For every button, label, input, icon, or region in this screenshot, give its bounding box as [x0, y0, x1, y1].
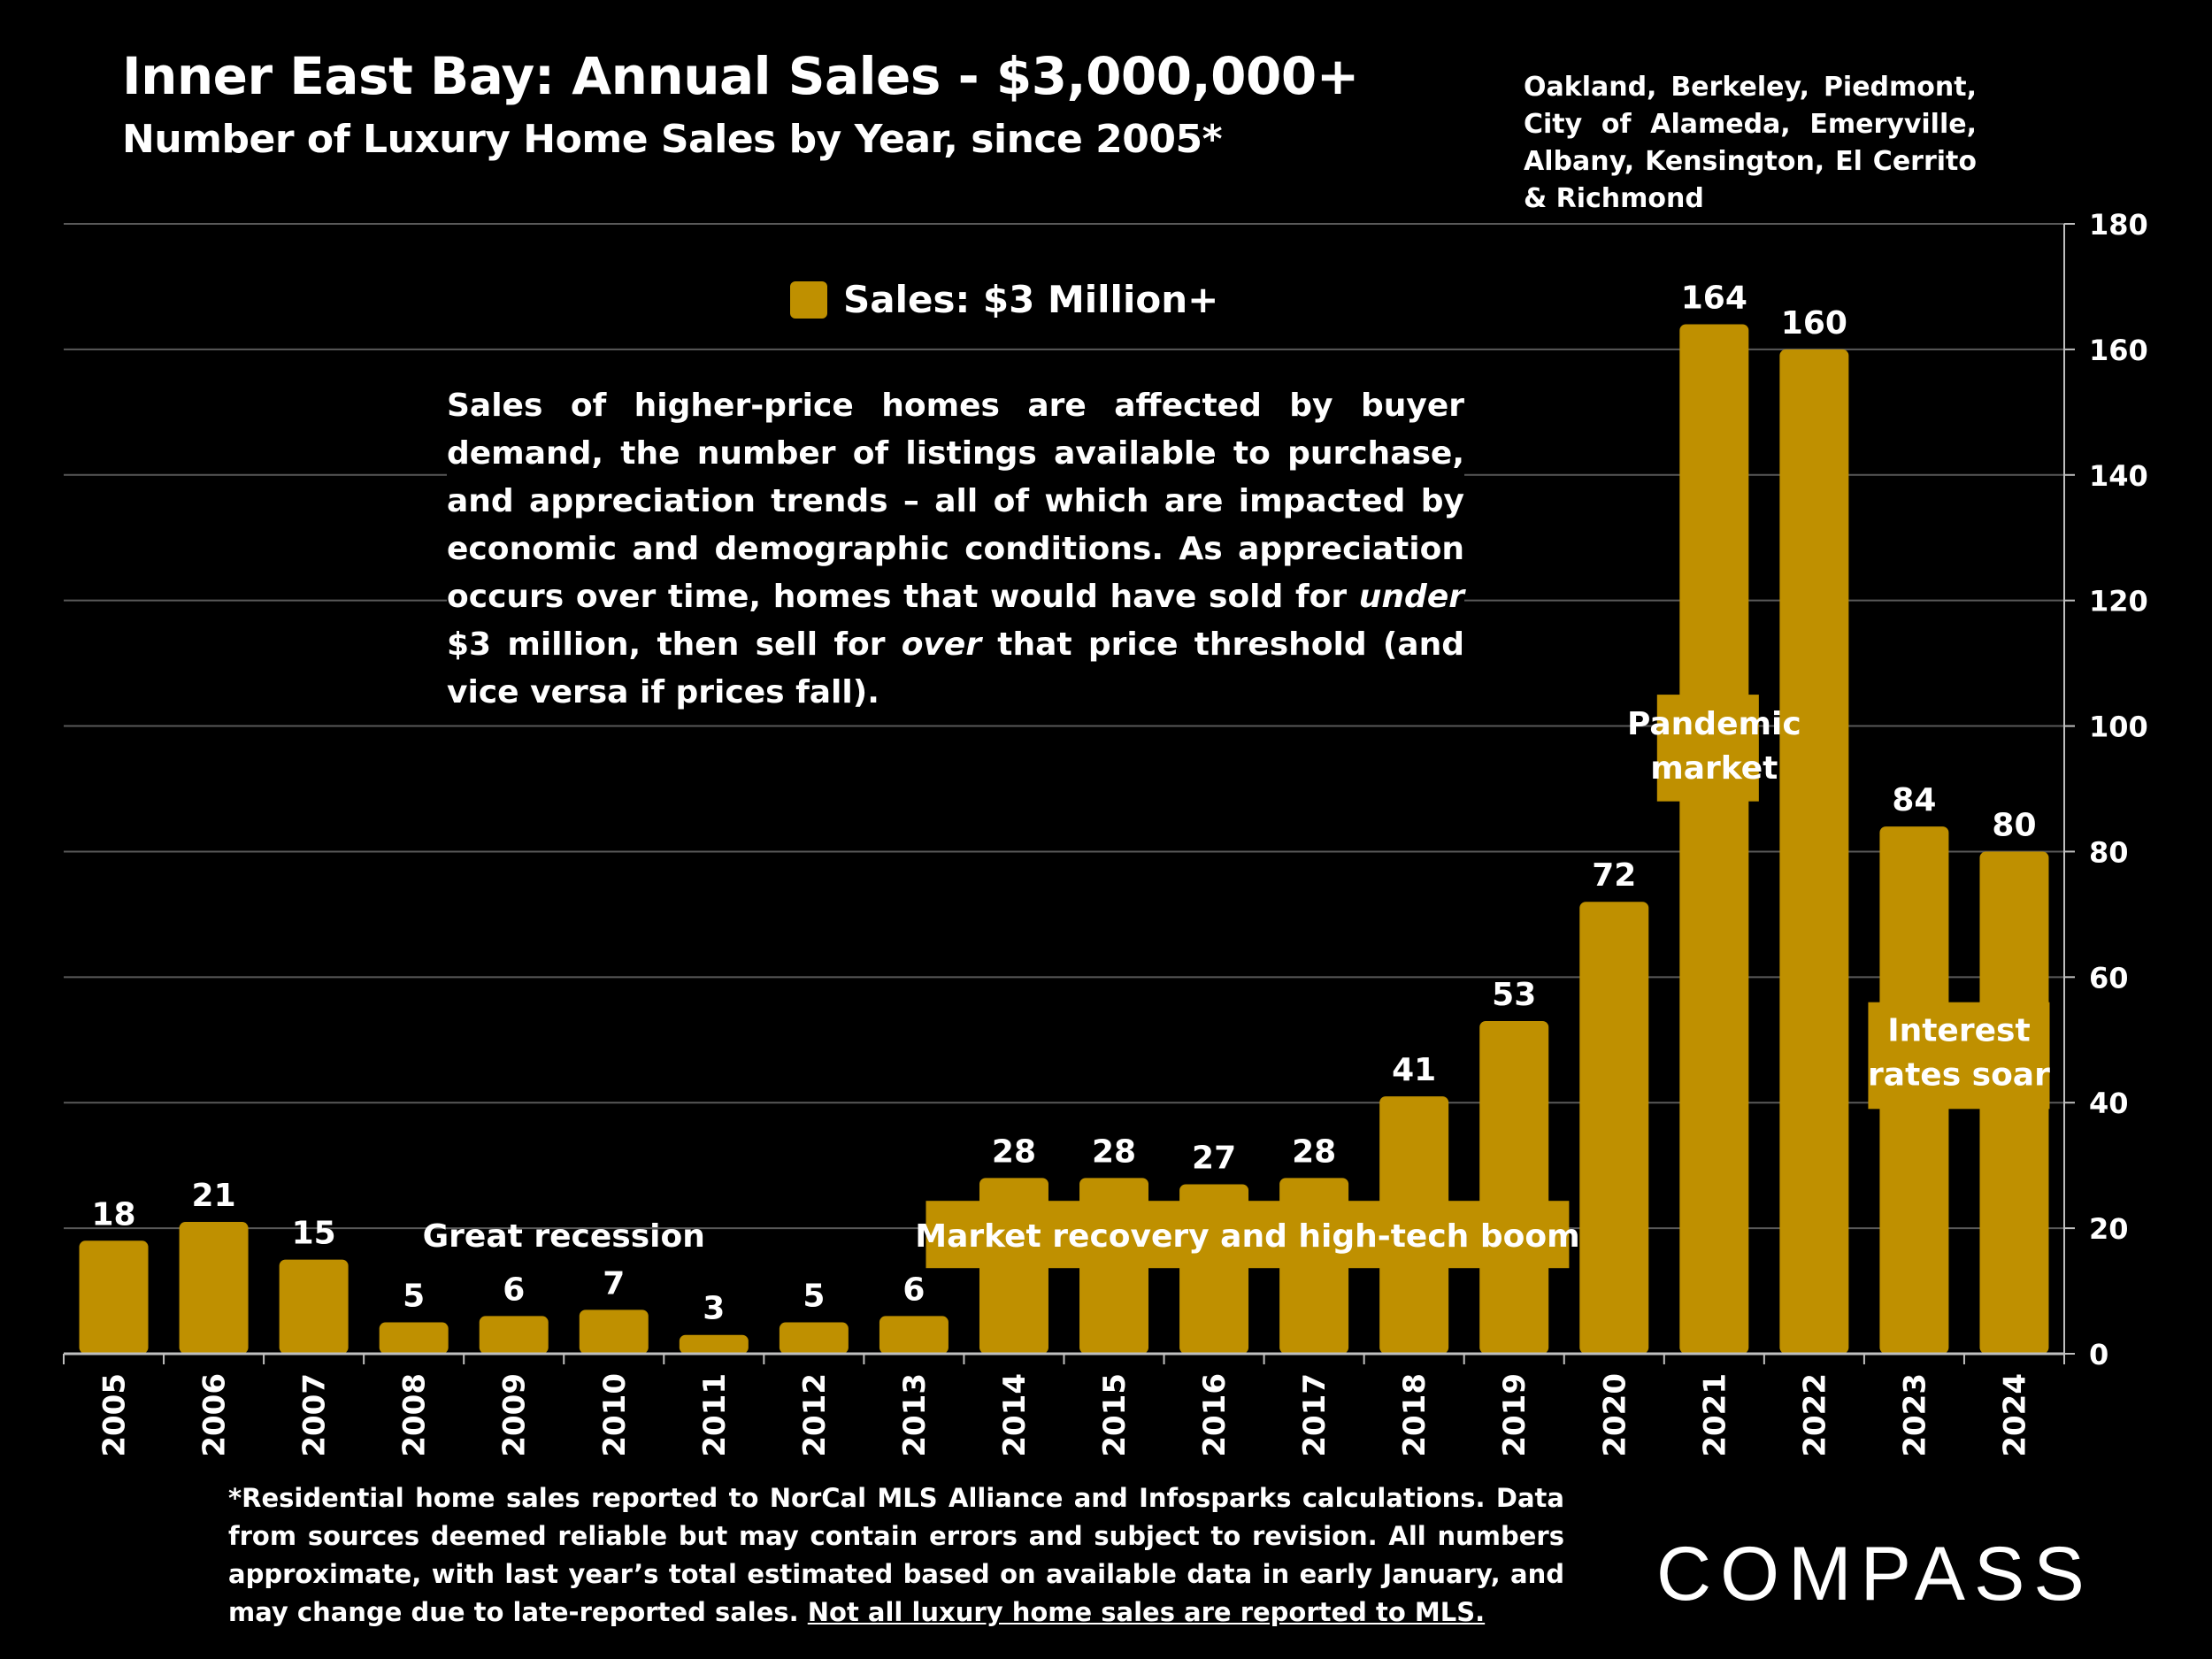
- x-tick-label-2011: 2011: [697, 1373, 733, 1457]
- annotation-interest-rates: rates soar: [1868, 1057, 2050, 1094]
- annotation-pandemic-market: Pandemic: [1627, 706, 1801, 742]
- x-tick-label-2014: 2014: [997, 1373, 1033, 1457]
- data-label-2006: 21: [192, 1178, 236, 1214]
- data-label-2018: 41: [1392, 1052, 1436, 1088]
- bar-2010: [579, 1310, 649, 1354]
- bar-2009: [479, 1316, 549, 1354]
- x-tick-label-2020: 2020: [1597, 1373, 1632, 1457]
- x-tick-label-2013: 2013: [897, 1373, 933, 1457]
- x-tick-label-2019: 2019: [1497, 1373, 1532, 1457]
- y-tick-label: 40: [2089, 1087, 2129, 1120]
- bar-2019: [1479, 1020, 1549, 1354]
- legend-label: Sales: $3 Million+: [843, 278, 1218, 321]
- data-label-2023: 84: [1892, 782, 1936, 818]
- y-tick-label: 80: [2089, 835, 2129, 869]
- data-label-2013: 6: [902, 1271, 925, 1308]
- x-tick-label-2022: 2022: [1797, 1373, 1832, 1457]
- bar-2008: [379, 1322, 449, 1354]
- bar-2006: [179, 1222, 249, 1354]
- legend: Sales: $3 Million+: [790, 278, 1218, 321]
- y-tick-label: 100: [2089, 710, 2148, 744]
- footnote-text: *Residential home sales reported to NorC…: [228, 1483, 1564, 1627]
- bar-2012: [779, 1322, 849, 1354]
- annotation-great-recession: Great recession: [423, 1218, 705, 1255]
- bar-2007: [279, 1259, 349, 1354]
- data-label-2014: 28: [992, 1133, 1036, 1170]
- y-tick-label: 180: [2089, 208, 2148, 242]
- description-part: that price threshold (and vice versa if …: [447, 626, 1464, 710]
- axes: 0 20 40 60 80 100 120 140 160 180 2005 2006 2007 2008…: [63, 208, 2148, 1457]
- bar-2005: [79, 1240, 149, 1354]
- data-label-2017: 28: [1292, 1133, 1336, 1170]
- data-label-2019: 53: [1492, 977, 1536, 1013]
- logo-text: COMPASS: [1656, 1532, 2093, 1617]
- description-text: Sales of higher-price homes are affected…: [447, 382, 1464, 717]
- bar-2013: [879, 1316, 949, 1354]
- chart-subtitle: Number of Luxury Home Sales by Year, sin…: [122, 117, 1223, 162]
- x-tick-label-2006: 2006: [197, 1373, 233, 1457]
- y-tick-label: 60: [2089, 961, 2129, 995]
- annotation-box: [1868, 1002, 2050, 1110]
- y-tick-label: 0: [2089, 1338, 2108, 1371]
- annotation-box: [1656, 695, 1759, 802]
- description-emphasis: under: [1358, 579, 1464, 615]
- annotation-box: [926, 1201, 1570, 1269]
- data-label-2007: 15: [292, 1216, 336, 1252]
- data-label-2012: 5: [803, 1279, 825, 1315]
- description-part: Sales of higher-price homes are affected…: [447, 388, 1464, 615]
- annotation-pandemic-market: market: [1650, 750, 1778, 787]
- x-tick-label-2016: 2016: [1197, 1373, 1233, 1457]
- data-label-2015: 28: [1092, 1133, 1136, 1170]
- x-tick-label-2023: 2023: [1897, 1373, 1932, 1457]
- chart-title: Inner East Bay: Annual Sales - $3,000,00…: [122, 46, 1359, 106]
- x-tick-label-2017: 2017: [1297, 1373, 1333, 1457]
- x-tick-label-2021: 2021: [1697, 1373, 1732, 1457]
- data-label-2008: 5: [403, 1279, 425, 1315]
- data-label-2022: 160: [1781, 305, 1847, 342]
- x-tick-label-2018: 2018: [1397, 1373, 1432, 1457]
- bar-2011: [679, 1334, 749, 1354]
- y-tick-label: 160: [2089, 334, 2148, 367]
- x-tick-label-2007: 2007: [297, 1373, 333, 1457]
- annotation-interest-rates: Interest: [1887, 1013, 2030, 1049]
- y-tick-label: 140: [2089, 459, 2148, 493]
- x-tick-label-2009: 2009: [497, 1373, 533, 1457]
- compass-logo: COMPASS: [1656, 1531, 2093, 1618]
- description-part: $3 million, then sell for: [447, 626, 902, 663]
- data-label-2009: 6: [503, 1271, 525, 1308]
- y-tick-label: 20: [2089, 1212, 2129, 1246]
- data-label-2011: 3: [703, 1291, 725, 1327]
- data-label-2005: 18: [91, 1196, 135, 1233]
- annotation-market-recovery: Market recovery and high-tech boom: [915, 1218, 1579, 1255]
- y-tick-label: 120: [2089, 585, 2148, 618]
- description-emphasis: over: [901, 626, 982, 663]
- x-tick-label-2015: 2015: [1097, 1373, 1133, 1457]
- footnote-underlined: Not all luxury home sales are reported t…: [807, 1597, 1486, 1627]
- x-tick-label-2012: 2012: [797, 1373, 833, 1457]
- x-tick-label-2005: 2005: [97, 1373, 133, 1457]
- legend-swatch: [790, 281, 827, 319]
- data-label-2024: 80: [1992, 807, 2036, 843]
- bar-2022: [1779, 349, 1849, 1354]
- data-label-2021: 164: [1681, 280, 1747, 317]
- annotations: Great recession Market recovery and high-…: [423, 695, 2050, 1269]
- data-label-2016: 27: [1192, 1140, 1236, 1176]
- bar-2021: [1679, 324, 1749, 1354]
- region-note: Oakland, Berkeley, Piedmont, City of Ala…: [1524, 72, 1977, 214]
- data-labels: 18 21 15 5 6 7 3 5 6 28 28 27 28 41 53 72 164 160 84 80: [91, 280, 2036, 1327]
- data-label-2020: 72: [1592, 857, 1636, 894]
- bar-2020: [1579, 902, 1649, 1354]
- x-tick-label-2010: 2010: [597, 1373, 633, 1457]
- data-label-2010: 7: [603, 1265, 625, 1302]
- x-tick-label-2024: 2024: [1997, 1373, 2032, 1457]
- footnote: *Residential home sales reported to NorC…: [228, 1479, 1564, 1632]
- x-tick-label-2008: 2008: [397, 1373, 433, 1457]
